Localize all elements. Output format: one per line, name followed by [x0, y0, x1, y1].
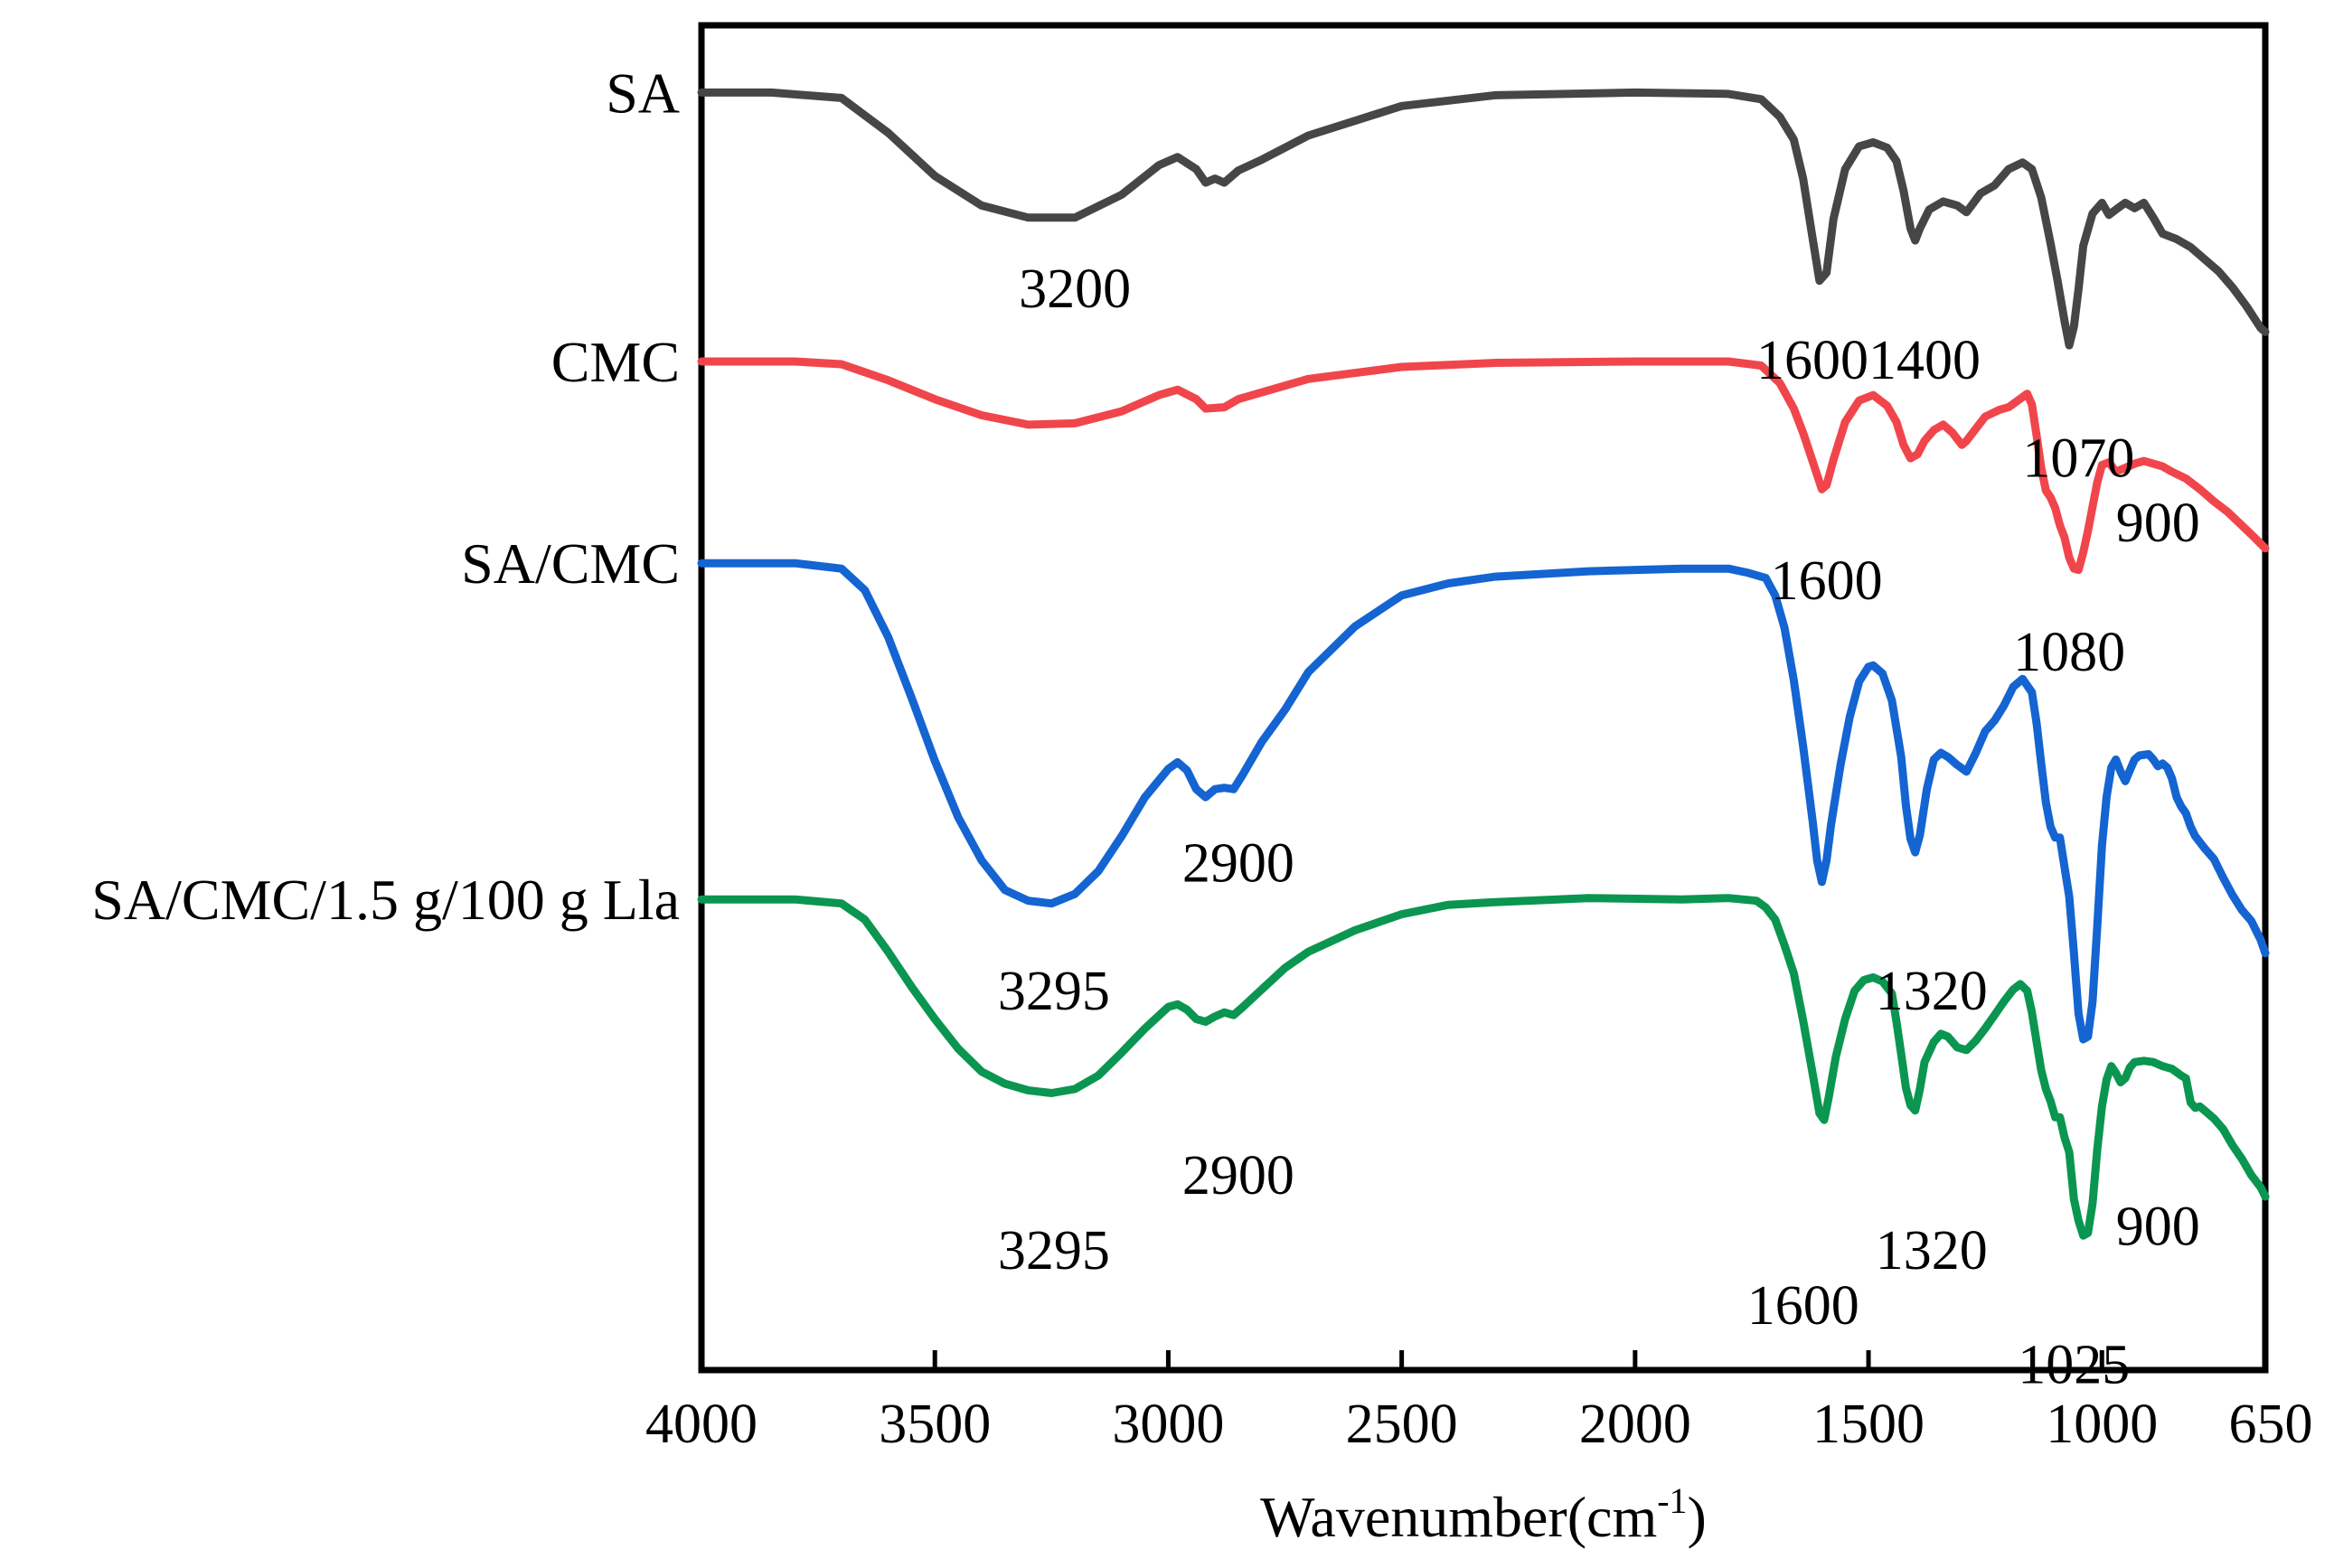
series-label-0: SA	[606, 61, 680, 125]
x-tick-label-7: 650	[2229, 1394, 2313, 1455]
peak-label-3: 1600	[1771, 550, 1883, 612]
series-label-3: SA/CMC/1.5 g/100 g Lla	[91, 868, 680, 932]
peak-label-5: 1080	[2013, 622, 2125, 683]
series-label-2: SA/CMC	[461, 531, 680, 596]
series-line-0	[697, 88, 2270, 350]
peak-label-14: 1025	[2018, 1335, 2130, 1396]
peak-label-7: 3295	[998, 961, 1110, 1022]
x-axis-ticks: 4000 3500 3000 2500 2000 1500 1000 650	[645, 1350, 2313, 1455]
series-line-1	[697, 357, 2270, 575]
x-tick-label-3: 2500	[1346, 1394, 1458, 1455]
peak-label-12: 900	[2116, 1196, 2200, 1257]
x-tick-label-5: 1500	[1812, 1394, 1925, 1455]
series-line-3	[697, 894, 2270, 1240]
peak-annotation-layer: 3200 16001400 1070 1600 900 1080 2900 3295 1320 2…	[998, 258, 2200, 1395]
plot-frame	[698, 22, 2269, 1374]
x-tick-label-4: 2000	[1579, 1394, 1691, 1455]
peak-label-6: 2900	[1182, 833, 1294, 895]
series-line-2	[697, 559, 2270, 1044]
x-tick-label-6: 1000	[2046, 1394, 2158, 1455]
peak-label-11: 1320	[1876, 1220, 1988, 1282]
peak-label-2: 1070	[2022, 428, 2134, 490]
peak-label-13: 1600	[1747, 1275, 1859, 1337]
peak-label-4: 900	[2116, 493, 2200, 554]
series-label-1: CMC	[551, 330, 680, 394]
x-axis-title: Wavenumber(cm-1)	[1260, 1480, 1707, 1549]
x-tick-label-2: 3000	[1112, 1394, 1224, 1455]
series-label-layer: SA CMC SA/CMC SA/CMC/1.5 g/100 g Lla	[91, 61, 680, 932]
peak-label-0: 3200	[1019, 258, 1131, 320]
peak-label-8: 1320	[1876, 961, 1988, 1022]
peak-label-9: 2900	[1182, 1145, 1294, 1207]
x-tick-label-1: 3500	[879, 1394, 991, 1455]
series-layer	[697, 88, 2270, 1240]
peak-label-10: 3295	[998, 1220, 1110, 1282]
x-tick-label-0: 4000	[645, 1394, 758, 1455]
peak-label-1: 16001400	[1756, 330, 1981, 391]
